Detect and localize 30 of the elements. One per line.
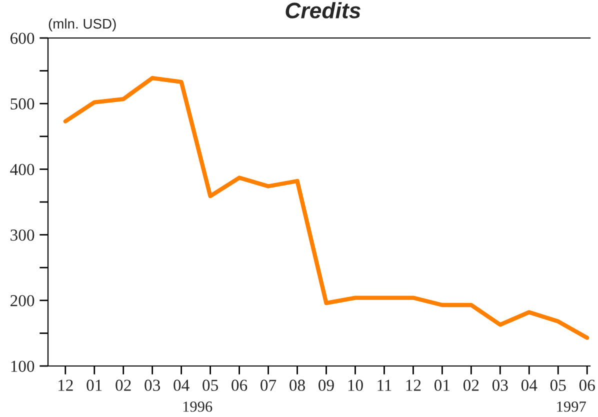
y-tick-label: 600 <box>10 32 34 44</box>
x-tick-label: 10 <box>348 380 363 391</box>
x-tick-label: 07 <box>260 380 276 391</box>
x-tick-label: 11 <box>378 380 392 391</box>
x-tick-label: 01 <box>86 380 102 391</box>
x-tick-label: 04 <box>174 380 190 391</box>
x-tick-label: 09 <box>318 380 334 391</box>
y-tick-label: 400 <box>10 164 34 176</box>
x-tick-label: 08 <box>290 380 305 391</box>
x-tick-label: 12 <box>58 380 73 391</box>
chart-title: Credits <box>286 2 360 18</box>
x-tick-label: 05 <box>550 380 566 391</box>
x-tick-label: 05 <box>202 380 218 391</box>
x-tick-label: 03 <box>144 380 160 391</box>
x-tick-label: 02 <box>463 380 479 391</box>
x-tick-label: 03 <box>492 380 508 391</box>
text: 1996 <box>183 402 212 412</box>
x-tick-label: 02 <box>116 380 131 391</box>
text: 1997 <box>557 402 586 412</box>
x-tick-label: 06 <box>579 380 595 391</box>
y-tick-label: 100 <box>11 360 34 372</box>
line-series <box>63 76 590 340</box>
x-tick-label: 06 <box>232 380 248 391</box>
y-tick-label: 200 <box>10 295 34 306</box>
y-tick-label: 300 <box>10 230 34 241</box>
x-tick-label: 12 <box>406 380 421 391</box>
y-tick-label: 500 <box>10 98 34 110</box>
x-tick-label: 01 <box>434 380 450 391</box>
y-axis-title: (mln. USD) <box>48 18 116 32</box>
x-tick-label: 04 <box>521 380 538 391</box>
